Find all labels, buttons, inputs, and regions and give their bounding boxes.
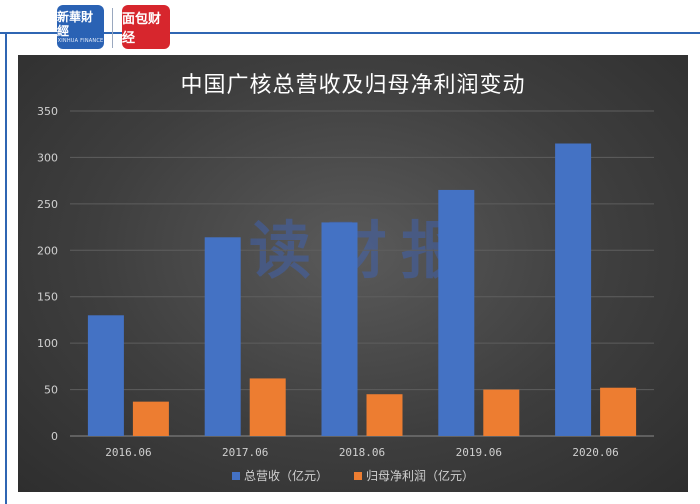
chart-area: 中国广核总营收及归母净利润变动 读财报 0 50 100 150 200 250 300 35… (18, 55, 688, 492)
x-tick-label: 2016.06 (105, 446, 151, 459)
logo-divider (112, 8, 113, 48)
x-tick-label: 2019.06 (456, 446, 502, 459)
legend-swatch-net-profit (354, 471, 362, 480)
y-tick-label: 350 (37, 105, 58, 118)
xinhua-finance-logo: 新華財經 XINHUA FINANCE (57, 5, 104, 49)
bar-revenue (555, 143, 592, 436)
x-tick-label: 2020.06 (572, 446, 618, 459)
bar-net-profit (600, 387, 637, 436)
xinhua-logo-subtext: XINHUA FINANCE (57, 37, 104, 44)
xinhua-logo-text: 新華財經 (57, 9, 94, 38)
y-tick-label: 0 (51, 430, 58, 443)
frame-top-line (0, 32, 700, 34)
frame-left-line (5, 32, 7, 504)
bar-net-profit (249, 378, 286, 436)
mianbao-logo-text: 面包财经 (122, 12, 162, 46)
bar-chart: 0 50 100 150 200 250 300 350 2016.06 2017.06 2018.… (37, 105, 654, 459)
y-tick-label: 100 (37, 337, 58, 350)
y-tick-label: 300 (37, 151, 58, 164)
legend-swatch-revenue (231, 471, 240, 480)
y-tick-label: 250 (37, 198, 58, 211)
x-tick-label: 2017.06 (222, 446, 268, 459)
y-tick-label: 50 (44, 384, 58, 397)
legend-label-revenue: 总营收（亿元） (243, 469, 328, 483)
bar-revenue (87, 315, 124, 436)
legend-label-net-profit: 归母净利润（亿元） (366, 469, 475, 483)
bar-revenue (204, 237, 241, 436)
x-tick-label: 2018.06 (339, 446, 385, 459)
chart-title: 中国广核总营收及归母净利润变动 (180, 73, 526, 98)
bar-net-profit (132, 401, 169, 436)
legend-item-net-profit: 归母净利润（亿元） (354, 467, 474, 484)
y-tick-label: 200 (37, 244, 58, 257)
chart-legend: 总营收（亿元） 归母净利润（亿元） (18, 467, 688, 484)
legend-item-revenue: 总营收（亿元） (231, 467, 328, 484)
mianbao-finance-logo: 面包财经 (122, 5, 170, 49)
bar-revenue (321, 222, 358, 436)
y-tick-label: 150 (37, 291, 58, 304)
bar-revenue (438, 189, 475, 436)
bar-net-profit (366, 394, 403, 436)
bar-net-profit (483, 389, 520, 436)
